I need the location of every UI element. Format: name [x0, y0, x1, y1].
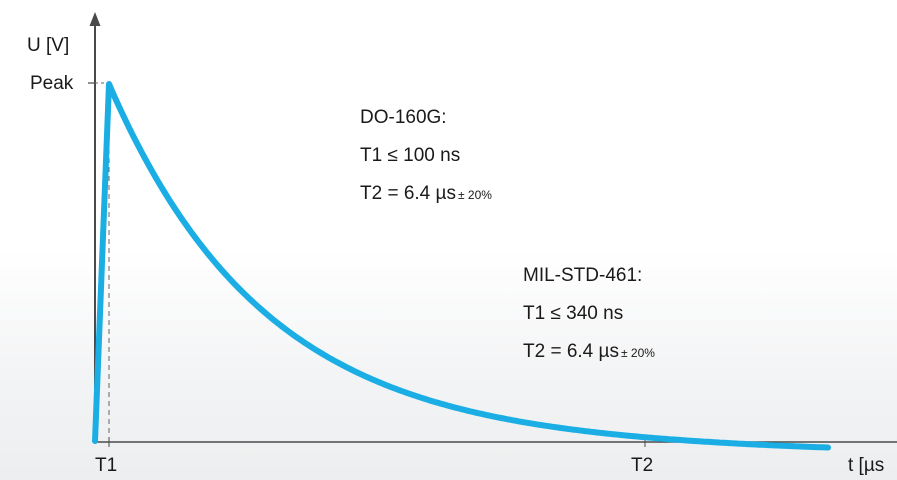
y-axis-arrow [89, 12, 101, 26]
milstd461-t2-value: T2 = 6.4 µs [523, 341, 619, 362]
milstd461-t2: T2 = 6.4 µs ± 20% [523, 342, 655, 361]
milstd461-title: MIL-STD-461: [523, 265, 643, 286]
do160g-t1: T1 ≤ 100 ns [360, 145, 461, 166]
t1-tick-label: T1 [95, 455, 118, 476]
do160g-t2: T2 = 6.4 µs ± 20% [360, 184, 492, 203]
y-axis-label: U [V] [27, 35, 70, 56]
milstd461-t1: T1 ≤ 340 ns [523, 303, 624, 324]
do160g-t2-value: T2 = 6.4 µs [360, 183, 456, 204]
pulse-waveform-curve [92, 81, 831, 451]
do160g-title: DO-160G: [360, 107, 447, 128]
do160g-t2-tolerance: ± 20% [457, 188, 492, 202]
milstd461-t2-tolerance: ± 20% [620, 346, 655, 360]
t2-tick-label: T2 [631, 455, 654, 476]
x-axis-label: t [µs [848, 455, 885, 476]
peak-label: Peak [30, 73, 74, 94]
